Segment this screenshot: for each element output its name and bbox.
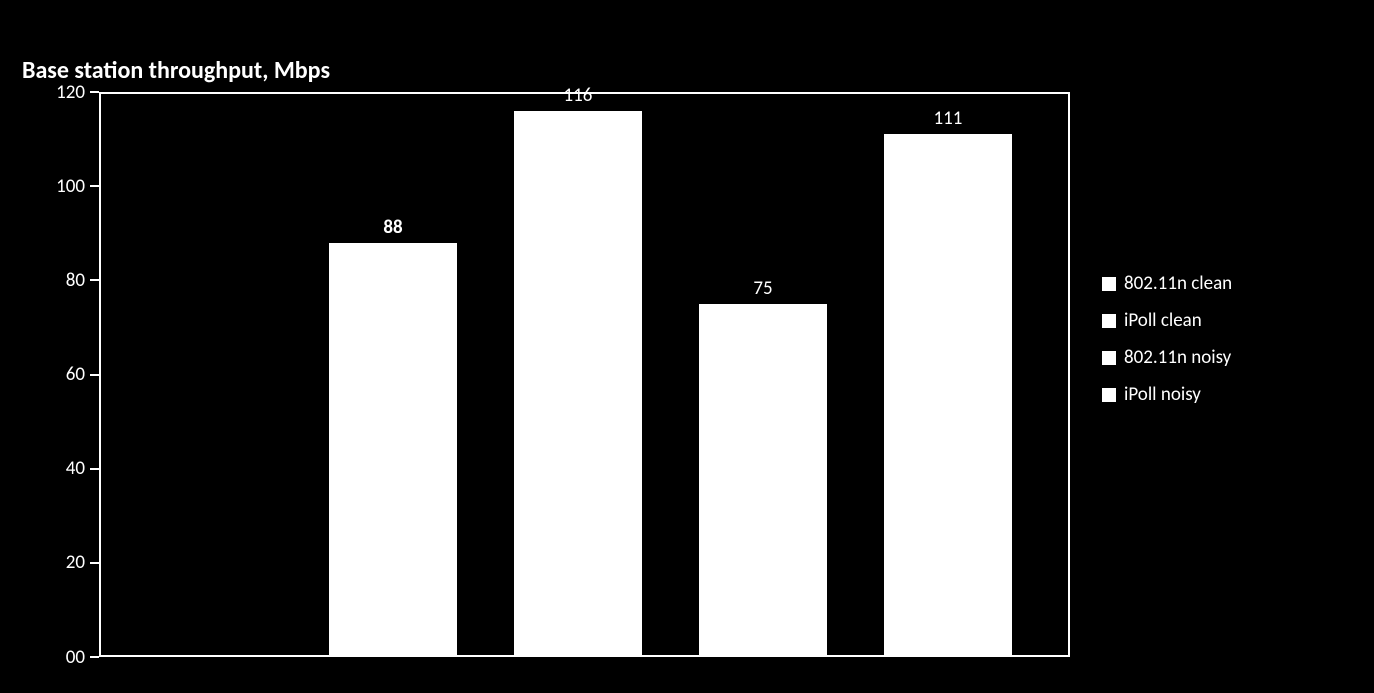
bar-value-label: 116 — [514, 84, 642, 107]
y-tick-label: 80 — [35, 269, 85, 292]
bar-value-label: 75 — [699, 277, 827, 300]
y-tick — [90, 468, 99, 470]
y-tick — [90, 91, 99, 93]
legend-label: iPoll noisy — [1124, 383, 1201, 406]
bar-value-label: 111 — [884, 107, 1012, 130]
y-tick-label: 120 — [35, 81, 85, 104]
y-tick — [90, 562, 99, 564]
bar-value-label: 88 — [329, 216, 457, 239]
bar — [329, 243, 457, 657]
y-tick — [90, 185, 99, 187]
bar — [884, 134, 1012, 657]
y-tick — [90, 656, 99, 658]
legend-swatch-icon — [1102, 351, 1116, 365]
legend-label: iPoll clean — [1124, 309, 1202, 332]
legend-swatch-icon — [1102, 388, 1116, 402]
y-tick-label: 60 — [35, 363, 85, 386]
legend-item: iPoll clean — [1102, 309, 1232, 332]
legend-item: 802.11n clean — [1102, 272, 1232, 295]
legend-label: 802.11n clean — [1124, 272, 1232, 295]
legend-item: 802.11n noisy — [1102, 346, 1232, 369]
legend-label: 802.11n noisy — [1124, 346, 1231, 369]
y-axis-line — [99, 92, 101, 657]
y-tick-label: 00 — [35, 646, 85, 669]
y-tick — [90, 374, 99, 376]
legend-swatch-icon — [1102, 277, 1116, 291]
legend: 802.11n clean iPoll clean 802.11n noisy … — [1102, 272, 1232, 420]
throughput-chart: Base station throughput, Mbps 0020406080… — [0, 0, 1374, 693]
y-tick — [90, 279, 99, 281]
legend-item: iPoll noisy — [1102, 383, 1232, 406]
y-tick-label: 100 — [35, 175, 85, 198]
bar — [699, 304, 827, 657]
legend-swatch-icon — [1102, 314, 1116, 328]
y-tick-label: 40 — [35, 457, 85, 480]
y-tick-label: 20 — [35, 551, 85, 574]
bar — [514, 111, 642, 657]
